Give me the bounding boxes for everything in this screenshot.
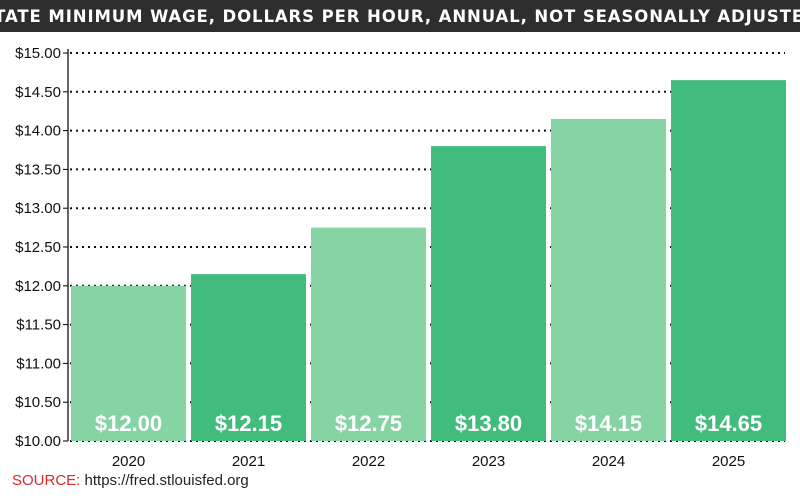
bar xyxy=(551,118,666,442)
bar-value-label: $12.00 xyxy=(95,411,162,436)
x-tick-label: 2021 xyxy=(232,453,265,470)
x-tick-label: 2024 xyxy=(592,453,625,470)
source-url: https://fred.stlouisfed.org xyxy=(84,472,249,489)
x-tick-label: 2023 xyxy=(472,453,505,470)
bar xyxy=(431,146,546,441)
bar xyxy=(671,80,786,441)
bar-value-label: $12.75 xyxy=(335,411,402,436)
x-tick-label: 2020 xyxy=(112,453,145,470)
x-tick-label: 2022 xyxy=(352,453,385,470)
title-bar: STATE MINIMUM WAGE, DOLLARS PER HOUR, AN… xyxy=(0,0,800,32)
y-tick-label: $15.00 xyxy=(15,45,61,62)
bar xyxy=(311,227,426,441)
y-tick-label: $14.50 xyxy=(15,84,61,101)
y-tick-label: $12.50 xyxy=(15,239,61,256)
y-tick-label: $11.50 xyxy=(16,317,61,334)
y-tick-label: $11.00 xyxy=(16,355,61,372)
bar xyxy=(191,274,306,441)
source-note: SOURCE: https://fred.stlouisfed.org xyxy=(12,472,249,489)
y-tick-label: $13.00 xyxy=(15,200,61,217)
y-tick-label: $13.50 xyxy=(15,161,61,178)
chart-title: STATE MINIMUM WAGE, DOLLARS PER HOUR, AN… xyxy=(0,6,800,26)
bar xyxy=(71,285,186,441)
bar-value-label: $12.15 xyxy=(215,411,282,436)
bar-chart: $10.00 $10.50 $11.00 $11.50 $12.00 $12.50 $13.… xyxy=(15,45,786,470)
bar-value-label: $14.15 xyxy=(575,411,642,436)
bar-value-label: $13.80 xyxy=(455,411,522,436)
bar-value-label: $14.65 xyxy=(695,411,762,436)
source-label: SOURCE: xyxy=(12,472,81,489)
x-tick-label: 2025 xyxy=(712,453,745,470)
y-tick-label: $14.00 xyxy=(15,123,61,140)
y-tick-label: $10.00 xyxy=(15,433,61,450)
y-tick-label: $10.50 xyxy=(15,394,61,411)
y-tick-label: $12.00 xyxy=(15,278,61,295)
